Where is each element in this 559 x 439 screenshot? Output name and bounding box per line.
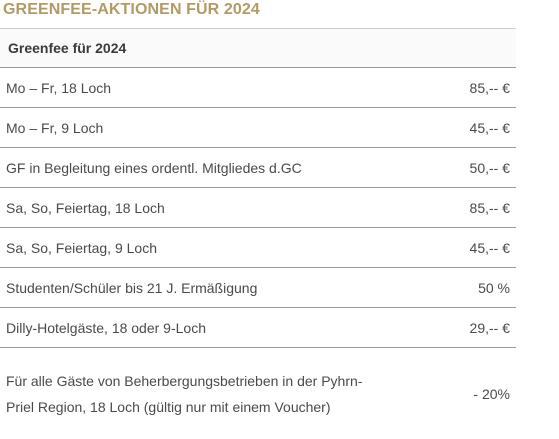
table-header: Greenfee für 2024 bbox=[0, 29, 516, 68]
row-price: - 20% bbox=[473, 385, 510, 402]
row-label: Sa, So, Feiertag, 18 Loch bbox=[6, 199, 165, 216]
greenfee-table: Greenfee für 2024 Mo – Fr, 18 Loch 85,--… bbox=[0, 28, 516, 439]
table-header-label: Greenfee für 2024 bbox=[8, 40, 127, 56]
row-label: Sa, So, Feiertag, 9 Loch bbox=[6, 239, 157, 256]
table-row: Studenten/Schüler bis 21 J. Ermäßigung 5… bbox=[0, 268, 516, 308]
table-row: Mo – Fr, 9 Loch 45,-- € bbox=[0, 108, 516, 148]
table-row: Für alle Gäste von Beherbergungsbetriebe… bbox=[0, 348, 516, 439]
row-price: 45,-- € bbox=[469, 119, 510, 136]
row-price: 45,-- € bbox=[469, 239, 510, 256]
row-price: 29,-- € bbox=[469, 319, 510, 336]
table-row: Sa, So, Feiertag, 18 Loch 85,-- € bbox=[0, 188, 516, 228]
row-label: GF in Begleitung eines ordentl. Mitglied… bbox=[6, 159, 302, 176]
row-price: 50,-- € bbox=[469, 159, 510, 176]
table-row: GF in Begleitung eines ordentl. Mitglied… bbox=[0, 148, 516, 188]
row-label: Mo – Fr, 18 Loch bbox=[6, 79, 112, 96]
table-row: Dilly-Hotelgäste, 18 oder 9-Loch 29,-- € bbox=[0, 308, 516, 348]
row-label: Studenten/Schüler bis 21 J. Ermäßigung bbox=[6, 279, 258, 296]
table-row: Mo – Fr, 18 Loch 85,-- € bbox=[0, 68, 516, 108]
row-price: 85,-- € bbox=[469, 79, 510, 96]
row-price: 50 % bbox=[478, 279, 510, 296]
table-row: Sa, So, Feiertag, 9 Loch 45,-- € bbox=[0, 228, 516, 268]
row-label: Dilly-Hotelgäste, 18 oder 9-Loch bbox=[6, 319, 206, 336]
section-heading: GREENFEE-AKTIONEN FÜR 2024 bbox=[3, 1, 260, 18]
row-label: Für alle Gäste von Beherbergungsbetriebe… bbox=[6, 372, 363, 415]
row-price: 85,-- € bbox=[469, 199, 510, 216]
row-label: Mo – Fr, 9 Loch bbox=[6, 119, 104, 136]
